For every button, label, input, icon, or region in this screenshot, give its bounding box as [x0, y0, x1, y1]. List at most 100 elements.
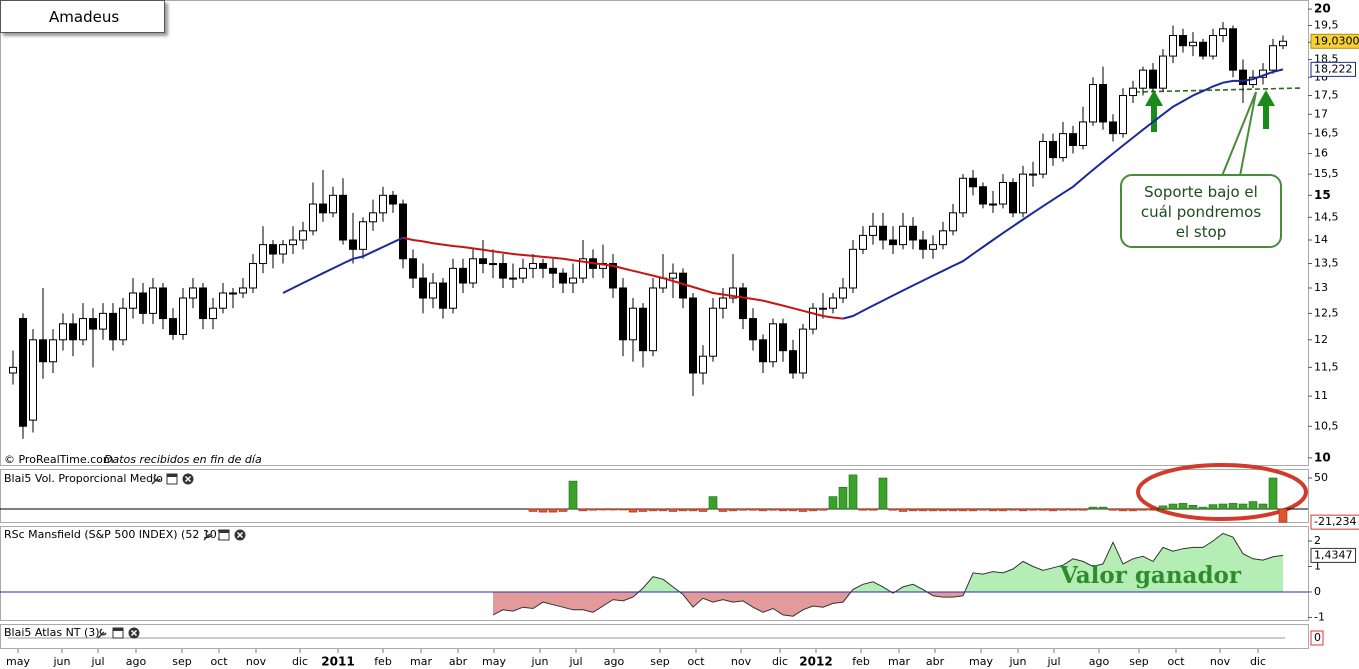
bar	[1128, 508, 1138, 512]
value-label: -21,234	[1314, 515, 1356, 528]
x-tick-label: jun	[531, 655, 549, 668]
arrow	[1145, 90, 1163, 132]
bar	[908, 508, 918, 512]
candle-body	[529, 263, 537, 269]
bar	[808, 508, 818, 512]
bar	[828, 496, 838, 510]
bar	[1068, 508, 1078, 511]
candle-body	[1039, 141, 1047, 175]
candle-body	[249, 263, 257, 289]
bar	[658, 508, 668, 512]
bar	[608, 508, 618, 511]
y-tick-label: 17	[1314, 107, 1328, 120]
candle-body	[1159, 55, 1167, 89]
candle-body	[1239, 69, 1247, 86]
candle-body	[199, 287, 207, 320]
candle-body	[1009, 182, 1017, 214]
candle-body	[459, 267, 467, 284]
bar	[958, 508, 968, 512]
candle-body	[1169, 35, 1177, 57]
candle-body	[329, 194, 337, 214]
candle-body	[549, 267, 557, 274]
x-tick-label: dic	[772, 655, 788, 668]
x-tick-label: abr	[449, 655, 468, 668]
candle-body	[319, 203, 327, 214]
panel-icons[interactable]	[203, 529, 246, 541]
candle-body	[429, 282, 437, 299]
bar	[758, 508, 768, 512]
value-label: 1,4347	[1314, 548, 1353, 561]
candle-body	[999, 182, 1007, 205]
bar	[978, 508, 988, 511]
candle-body	[309, 203, 317, 232]
candle-body	[919, 239, 927, 250]
x-tick-label: jun	[53, 655, 71, 668]
candle-body	[359, 221, 367, 250]
candle-body	[419, 277, 427, 299]
y-tick-label: 19,5	[1314, 18, 1339, 31]
y-tick-label: 11	[1314, 389, 1328, 402]
candle-body	[189, 287, 197, 299]
value-box	[1310, 630, 1324, 646]
bar	[568, 480, 578, 510]
source: © ProRealTime.com	[4, 453, 114, 466]
y-tick-label: 16,5	[1314, 127, 1339, 140]
candle-body	[939, 230, 947, 246]
x-tick-label: sep	[650, 655, 669, 668]
candle-body	[489, 263, 497, 266]
bar	[698, 508, 708, 512]
bar	[848, 474, 858, 510]
bar	[988, 508, 998, 512]
bar	[1148, 508, 1158, 511]
candle-body	[219, 292, 227, 309]
candle-body	[129, 292, 137, 309]
x-tick-label: jul	[568, 655, 582, 668]
bar	[688, 508, 698, 512]
candle-body	[179, 297, 187, 335]
candle-body	[109, 312, 117, 341]
candle-body	[1049, 141, 1057, 159]
candle-body	[869, 225, 877, 236]
candle-body	[1109, 121, 1117, 135]
y-tick-label: 16	[1314, 147, 1328, 160]
candle-body	[699, 355, 707, 374]
x-tick-label: feb	[374, 655, 392, 668]
x-tick-label: abr	[926, 655, 945, 668]
bar	[948, 508, 958, 512]
bar	[628, 508, 638, 513]
value-box	[1310, 61, 1356, 77]
candle-body	[209, 307, 217, 320]
y-tick-label: 14	[1314, 233, 1328, 246]
bar	[738, 508, 748, 511]
y-tick-label: 0	[1314, 585, 1321, 598]
bar	[598, 508, 608, 511]
bar	[818, 508, 828, 511]
bar	[1048, 508, 1058, 512]
bar	[888, 508, 898, 511]
candle-body	[539, 263, 547, 269]
x-tick-label: dic	[292, 655, 308, 668]
candle-body	[69, 323, 77, 341]
candle-body	[669, 272, 677, 279]
bar	[1098, 506, 1108, 510]
bar	[548, 508, 558, 513]
panel-title: RSc Mansfield (S&P 500 INDEX) (52 10)	[4, 528, 221, 541]
bar	[1178, 503, 1188, 510]
panel-icons[interactable]	[97, 627, 140, 639]
x-tick-label: mar	[410, 655, 432, 668]
panel-icons[interactable]	[151, 473, 194, 485]
candle-body	[569, 277, 577, 284]
candle-body	[1099, 84, 1107, 123]
candle-body	[889, 239, 897, 246]
x-tick-label: nov	[246, 655, 267, 668]
bar	[968, 508, 978, 512]
candle-body	[339, 194, 347, 241]
callout: Soporte bajo el cuál pondremos el stop	[1120, 174, 1282, 248]
x-tick-label: oct	[1167, 655, 1185, 668]
candle-body	[969, 177, 977, 188]
candle-body	[1229, 28, 1237, 71]
y-tick-label: 17,5	[1314, 89, 1339, 102]
candle-body	[989, 203, 997, 206]
x-tick-label: oct	[210, 655, 228, 668]
y-tick-label: 11,5	[1314, 360, 1339, 373]
